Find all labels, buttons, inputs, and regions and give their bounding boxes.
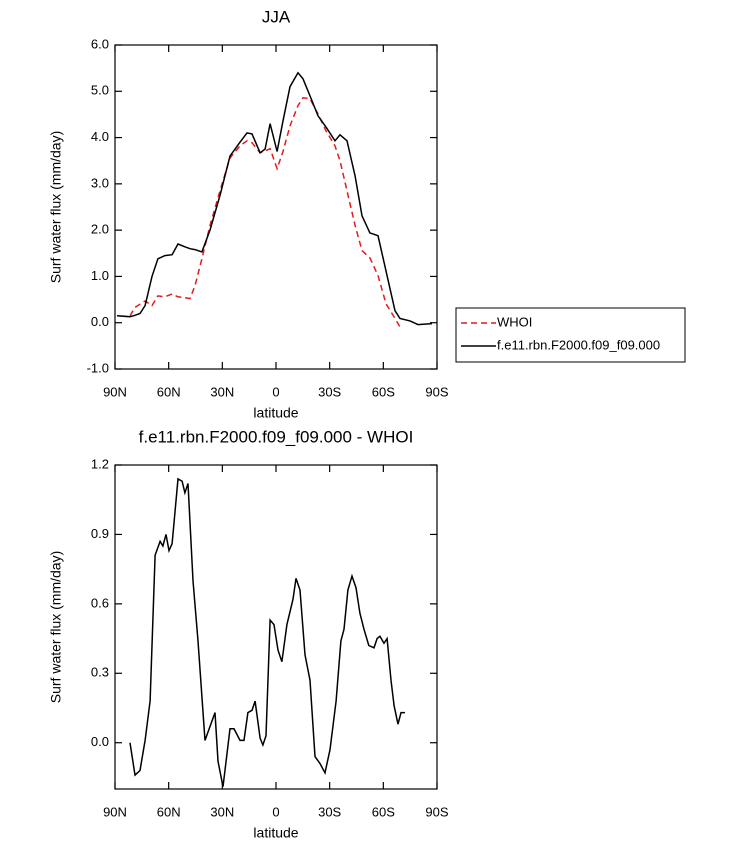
legend-label: WHOI <box>497 314 532 329</box>
plot-frame <box>114 44 438 370</box>
legend-label: f.e11.rbn.F2000.f09_f09.000 <box>497 337 660 352</box>
y-tick-label: 5.0 <box>91 83 109 98</box>
x-tick-label: 30N <box>210 384 234 399</box>
y-tick-label: -1.0 <box>87 360 109 375</box>
y-tick-label: 1.0 <box>91 268 109 283</box>
data-line <box>129 477 405 787</box>
y-tick-label: 1.2 <box>91 456 109 471</box>
x-tick-label: 30N <box>210 804 234 819</box>
x-tick-label: 0 <box>272 804 279 819</box>
legend-box <box>455 307 686 363</box>
x-tick-label: 60N <box>157 804 181 819</box>
x-axis-label: latitude <box>253 405 298 421</box>
y-axis-label: Surf water flux (mm/day) <box>48 131 64 283</box>
x-tick-label: 0 <box>272 384 279 399</box>
x-tick-label: 90S <box>425 804 448 819</box>
y-tick-label: 2.0 <box>91 222 109 237</box>
x-tick-label: 90N <box>103 384 127 399</box>
x-axis-label: latitude <box>253 825 298 841</box>
y-tick-label: 0.6 <box>91 595 109 610</box>
y-axis-label: Surf water flux (mm/day) <box>48 551 64 703</box>
y-tick-label: 3.0 <box>91 175 109 190</box>
chart-title: JJA <box>262 7 291 26</box>
y-tick-label: 0.0 <box>91 314 109 329</box>
y-tick-label: 6.0 <box>91 36 109 51</box>
x-tick-label: 60S <box>372 804 395 819</box>
data-line <box>129 96 401 328</box>
data-line <box>116 71 433 326</box>
plot-frame <box>114 464 438 790</box>
x-tick-label: 60S <box>372 384 395 399</box>
chart-title: f.e11.rbn.F2000.f09_f09.000 - WHOI <box>139 427 414 446</box>
x-tick-label: 30S <box>318 384 341 399</box>
x-tick-label: 30S <box>318 804 341 819</box>
x-tick-label: 90N <box>103 804 127 819</box>
y-tick-label: 0.3 <box>91 665 109 680</box>
y-tick-label: 4.0 <box>91 129 109 144</box>
x-tick-label: 60N <box>157 384 181 399</box>
y-tick-label: 0.0 <box>91 734 109 749</box>
y-tick-label: 0.9 <box>91 526 109 541</box>
x-tick-label: 90S <box>425 384 448 399</box>
